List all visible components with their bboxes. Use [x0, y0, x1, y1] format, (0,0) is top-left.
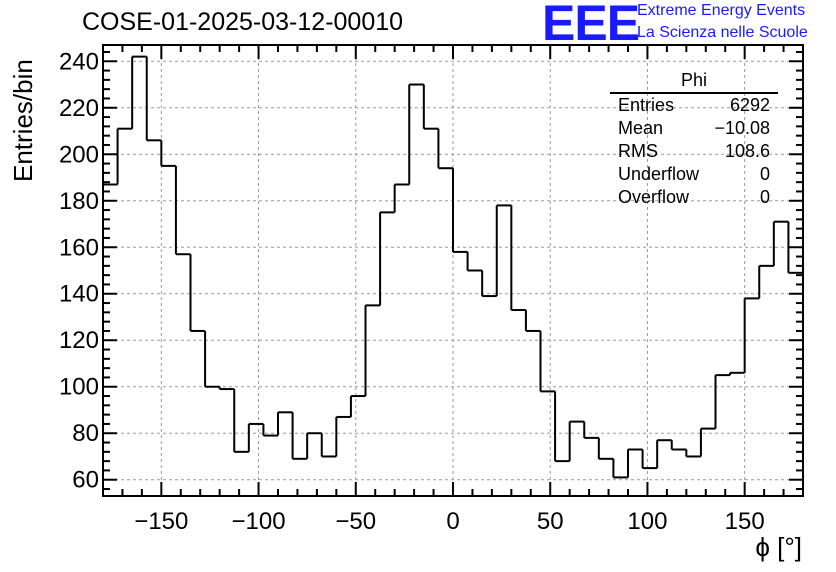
- x-tick-labels: −150 −100 −50 0 50 100 150: [134, 508, 764, 535]
- stats-label: Entries: [618, 95, 675, 115]
- x-tick-label: 0: [446, 508, 459, 535]
- y-axis-label: Entries/bin: [8, 59, 38, 182]
- y-axis-label-wrap: Entries/bin: [8, 59, 48, 183]
- x-tick-label: 50: [537, 508, 564, 535]
- stats-label: Mean: [618, 118, 664, 138]
- logo-line-1: Extreme Energy Events: [637, 2, 806, 19]
- y-tick-label: 160: [59, 234, 99, 261]
- y-tick-labels: 60 80 100 120 140 160 180 200 220 240: [59, 48, 99, 493]
- run-title: COSE-01-2025-03-12-00010: [82, 8, 404, 36]
- stats-row-entries: Entries 6292: [610, 94, 778, 117]
- stats-row-overflow: Overflow 0: [610, 186, 778, 209]
- x-tick-label: 150: [725, 508, 765, 535]
- y-tick-label: 140: [59, 281, 99, 308]
- stats-row-mean: Mean −10.08: [610, 117, 778, 140]
- logo-line-2: La Scienza nelle Scuole: [637, 24, 808, 41]
- stats-value: −10.08: [714, 118, 770, 138]
- stats-label: Overflow: [618, 187, 690, 207]
- y-tick-label: 180: [59, 188, 99, 215]
- y-tick-label: 100: [59, 374, 99, 401]
- stats-box: Phi Entries 6292 Mean −10.08 RMS 108.6 U…: [610, 70, 778, 209]
- stats-value: 0: [759, 164, 770, 184]
- x-tick-label: −100: [232, 508, 286, 535]
- stats-value: 108.6: [724, 141, 770, 161]
- y-tick-label: 120: [59, 327, 99, 354]
- x-tick-label: 100: [627, 508, 667, 535]
- x-tick-label: −50: [335, 508, 376, 535]
- stats-value: 0: [759, 187, 770, 207]
- y-tick-label: 200: [59, 141, 99, 168]
- stats-row-underflow: Underflow 0: [610, 163, 778, 186]
- x-tick-label: −150: [134, 508, 188, 535]
- stats-row-rms: RMS 108.6: [610, 140, 778, 163]
- axis-ticks: [102, 45, 804, 496]
- y-tick-label: 220: [59, 95, 99, 122]
- y-tick-label: 240: [59, 48, 99, 75]
- stats-label: RMS: [618, 141, 658, 161]
- stats-value: 6292: [729, 95, 770, 115]
- eee-logo-text: EEE: [542, 0, 640, 51]
- stats-title: Phi: [610, 70, 778, 94]
- x-axis-label: ϕ [°]: [755, 532, 802, 562]
- stats-label: Underflow: [618, 164, 700, 184]
- y-tick-label: 80: [72, 420, 99, 447]
- histogram-series: [103, 55, 803, 479]
- y-tick-label: 60: [72, 467, 99, 494]
